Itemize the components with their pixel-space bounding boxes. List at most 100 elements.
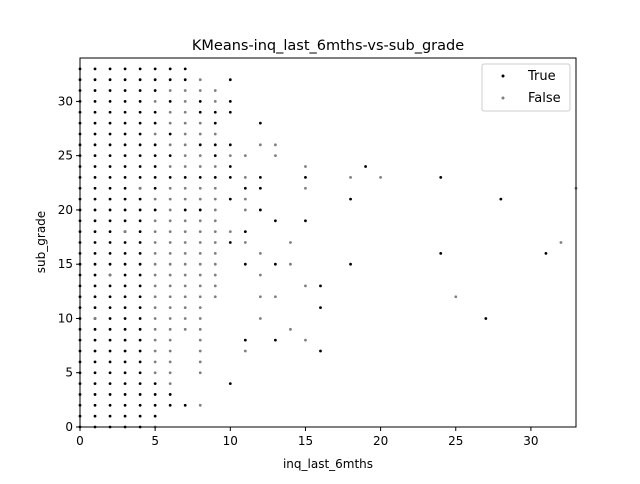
point-true-204 (213, 154, 217, 158)
point-true-122 (123, 208, 127, 212)
point-true-159 (138, 175, 142, 179)
point-false-110 (243, 241, 247, 244)
point-false-90 (198, 89, 202, 92)
point-false-31 (168, 295, 172, 299)
point-false-85 (198, 186, 202, 190)
point-true-178 (153, 154, 157, 158)
point-true-127 (123, 154, 127, 158)
x-tick-label-10: 10 (223, 434, 238, 448)
point-false-103 (213, 165, 217, 168)
point-true-213 (228, 143, 232, 147)
point-true-225 (273, 338, 277, 342)
point-false-2 (123, 230, 127, 234)
legend-label-true: True (527, 69, 556, 84)
point-true-151 (138, 262, 142, 266)
point-false-113 (243, 175, 247, 179)
point-false-104 (213, 132, 217, 136)
point-true-138 (138, 403, 142, 407)
point-true-219 (243, 230, 247, 234)
point-true-88 (108, 208, 112, 212)
point-false-8 (153, 338, 157, 342)
point-false-128 (304, 186, 307, 190)
point-true-133 (123, 89, 127, 92)
point-true-156 (138, 208, 142, 212)
point-true-105 (123, 393, 127, 396)
point-true-110 (123, 338, 127, 342)
point-true-200 (198, 143, 202, 147)
point-false-123 (289, 327, 292, 331)
point-true-108 (123, 360, 127, 364)
point-false-120 (273, 295, 277, 299)
point-true-201 (198, 110, 202, 114)
point-true-38 (93, 382, 97, 385)
point-false-7 (153, 349, 157, 353)
point-false-59 (183, 186, 187, 190)
point-true-144 (138, 338, 142, 342)
point-true-145 (138, 327, 142, 331)
point-true-78 (108, 317, 112, 320)
point-false-129 (304, 165, 307, 168)
point-true-233 (349, 262, 352, 266)
point-false-36 (168, 241, 172, 244)
point-true-152 (138, 251, 142, 255)
point-true-132 (123, 100, 127, 103)
point-true-115 (123, 284, 127, 288)
point-false-127 (304, 284, 307, 288)
point-false-119 (258, 143, 262, 147)
point-true-69 (108, 414, 112, 418)
point-false-105 (213, 100, 217, 103)
point-false-5 (153, 371, 157, 375)
point-true-205 (213, 143, 217, 147)
point-false-24 (168, 371, 172, 375)
point-false-111 (243, 208, 247, 212)
point-true-123 (123, 197, 127, 201)
point-true-228 (304, 219, 307, 223)
point-false-38 (168, 219, 172, 223)
point-true-187 (168, 175, 172, 179)
point-true-180 (153, 121, 157, 125)
point-false-87 (198, 154, 202, 158)
point-false-78 (198, 273, 202, 277)
point-false-46 (168, 89, 172, 92)
point-false-27 (168, 338, 172, 342)
point-true-177 (153, 165, 157, 168)
x-tick-label-25: 25 (448, 434, 463, 448)
point-true-230 (319, 349, 322, 353)
point-false-99 (213, 219, 217, 223)
x-tick-label-0: 0 (76, 434, 84, 448)
point-false-73 (198, 327, 202, 331)
point-true-238 (484, 317, 488, 320)
point-false-62 (183, 143, 187, 147)
point-true-235 (364, 165, 367, 168)
point-true-193 (183, 403, 187, 407)
point-true-160 (138, 165, 142, 168)
point-false-25 (168, 360, 172, 364)
point-false-11 (153, 306, 157, 310)
point-true-116 (123, 273, 127, 277)
x-tick-label-30: 30 (523, 434, 538, 448)
point-false-35 (168, 251, 172, 255)
point-true-112 (123, 317, 127, 320)
point-false-71 (198, 349, 202, 353)
point-true-226 (273, 262, 277, 266)
point-false-115 (258, 317, 262, 320)
point-true-106 (123, 382, 127, 385)
point-true-223 (258, 175, 262, 179)
point-true-84 (108, 251, 112, 255)
point-false-95 (213, 262, 217, 266)
point-true-61 (93, 132, 97, 136)
point-false-22 (153, 100, 157, 103)
point-true-224 (258, 121, 262, 125)
point-true-67 (93, 67, 97, 71)
point-true-60 (93, 143, 97, 147)
y-tick-label-10: 10 (58, 311, 73, 325)
point-true-111 (123, 327, 127, 331)
point-true-56 (93, 186, 97, 190)
point-true-70 (108, 403, 112, 407)
point-true-188 (168, 154, 172, 158)
point-true-114 (123, 295, 127, 299)
point-false-9 (153, 327, 157, 331)
point-false-45 (168, 110, 172, 114)
point-true-77 (108, 327, 112, 331)
